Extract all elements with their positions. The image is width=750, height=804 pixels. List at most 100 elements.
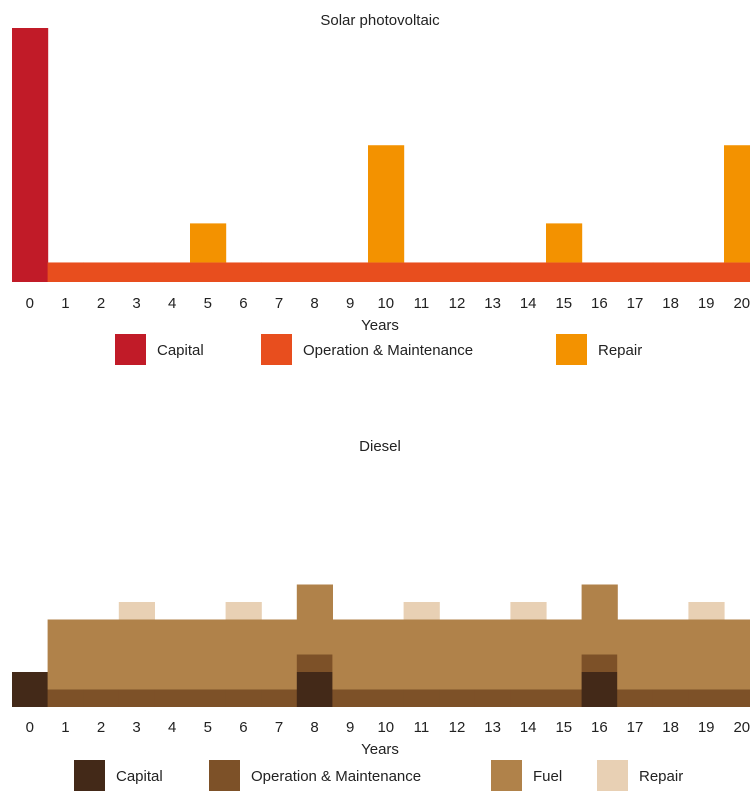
diesel-bar-year-6-repair xyxy=(225,602,262,620)
solar-legend-label-operation-maintenance: Operation & Maintenance xyxy=(303,342,473,359)
diesel-bar-year-15-fuel xyxy=(546,619,583,690)
diesel-legend-swatch-repair xyxy=(597,760,628,791)
solar-x-tick-16: 16 xyxy=(591,295,608,312)
diesel-bar-year-6-fuel xyxy=(225,619,262,690)
solar-x-tick-0: 0 xyxy=(26,295,34,312)
diesel-bar-year-19-fuel xyxy=(688,619,725,690)
diesel-x-tick-7: 7 xyxy=(275,719,283,736)
diesel-x-tick-16: 16 xyxy=(591,719,608,736)
diesel-bar-year-17-operation-maintenance xyxy=(617,689,654,707)
diesel-bar-year-3-fuel xyxy=(118,619,155,690)
diesel-bar-year-8-capital xyxy=(296,672,333,707)
diesel-bar-year-6-operation-maintenance xyxy=(225,689,262,707)
diesel-bar-year-3-repair xyxy=(118,602,155,620)
solar-x-tick-8: 8 xyxy=(310,295,318,312)
diesel-bar-year-16-operation-maintenance xyxy=(581,654,618,672)
diesel-chart-title: Diesel xyxy=(359,438,401,455)
solar-x-tick-12: 12 xyxy=(449,295,466,312)
diesel-x-tick-8: 8 xyxy=(310,719,318,736)
solar-bar-year-4-operation-maintenance xyxy=(154,262,191,282)
solar-legend-label-capital: Capital xyxy=(157,342,204,359)
solar-x-tick-5: 5 xyxy=(204,295,212,312)
solar-bar-year-8-operation-maintenance xyxy=(296,262,333,282)
solar-x-tick-3: 3 xyxy=(132,295,140,312)
diesel-bar-year-14-operation-maintenance xyxy=(510,689,547,707)
diesel-legend: Capital Operation & Maintenance Fuel Repair xyxy=(74,760,683,791)
diesel-bar-year-10-operation-maintenance xyxy=(368,689,405,707)
diesel-bar-year-13-fuel xyxy=(474,619,511,690)
diesel-bars xyxy=(12,584,750,707)
solar-chart-title: Solar photovoltaic xyxy=(320,12,440,29)
diesel-bar-year-18-operation-maintenance xyxy=(652,689,689,707)
diesel-x-tick-14: 14 xyxy=(520,719,537,736)
solar-bar-year-5-repair xyxy=(190,223,227,263)
solar-bar-year-15-operation-maintenance xyxy=(546,262,583,282)
diesel-bar-year-5-operation-maintenance xyxy=(190,689,227,707)
diesel-bar-year-1-fuel xyxy=(47,619,84,690)
solar-x-tick-7: 7 xyxy=(275,295,283,312)
diesel-bar-year-13-operation-maintenance xyxy=(474,689,511,707)
solar-bar-year-15-repair xyxy=(546,223,583,263)
solar-x-axis-label: Years xyxy=(361,317,399,334)
solar-bar-year-10-operation-maintenance xyxy=(368,262,405,282)
solar-x-tick-19: 19 xyxy=(698,295,715,312)
solar-chart: Solar photovoltaic 0 1 2 3 4 5 6 7 8 9 10 11 12 13 14 1… xyxy=(12,12,750,365)
diesel-bar-year-11-operation-maintenance xyxy=(403,689,440,707)
solar-bar-year-2-operation-maintenance xyxy=(83,262,120,282)
solar-bar-year-11-operation-maintenance xyxy=(403,262,440,282)
diesel-legend-label-fuel: Fuel xyxy=(533,768,562,785)
solar-legend: Capital Operation & Maintenance Repair xyxy=(115,334,642,365)
diesel-x-tick-19: 19 xyxy=(698,719,715,736)
solar-x-ticks: 0 1 2 3 4 5 6 7 8 9 10 11 12 13 14 15 16 17 18 19 20 xyxy=(26,295,750,312)
solar-bar-year-19-operation-maintenance xyxy=(688,262,725,282)
solar-bar-year-0-capital xyxy=(12,28,49,282)
diesel-bar-year-14-repair xyxy=(510,602,547,620)
solar-bar-year-9-operation-maintenance xyxy=(332,262,369,282)
diesel-legend-label-repair: Repair xyxy=(639,768,683,785)
solar-bar-year-20-repair xyxy=(724,145,750,263)
diesel-x-tick-17: 17 xyxy=(627,719,644,736)
diesel-bar-year-3-operation-maintenance xyxy=(118,689,155,707)
diesel-x-tick-2: 2 xyxy=(97,719,105,736)
solar-bar-year-10-repair xyxy=(368,145,405,263)
diesel-x-tick-4: 4 xyxy=(168,719,176,736)
diesel-bar-year-8-fuel xyxy=(296,584,333,655)
diesel-bar-year-5-fuel xyxy=(190,619,227,690)
diesel-bar-year-12-fuel xyxy=(439,619,476,690)
diesel-legend-swatch-operation-maintenance xyxy=(209,760,240,791)
diesel-bar-year-15-operation-maintenance xyxy=(546,689,583,707)
diesel-bar-year-2-operation-maintenance xyxy=(83,689,120,707)
solar-x-tick-1: 1 xyxy=(61,295,69,312)
diesel-legend-label-capital: Capital xyxy=(116,768,163,785)
solar-x-tick-18: 18 xyxy=(662,295,679,312)
solar-bar-year-20-operation-maintenance xyxy=(724,262,750,282)
diesel-bar-year-14-fuel xyxy=(510,619,547,690)
solar-x-tick-4: 4 xyxy=(168,295,176,312)
solar-legend-label-repair: Repair xyxy=(598,342,642,359)
diesel-bar-year-19-operation-maintenance xyxy=(688,689,725,707)
solar-bar-year-6-operation-maintenance xyxy=(225,262,262,282)
diesel-x-tick-13: 13 xyxy=(484,719,501,736)
diesel-bar-year-20-operation-maintenance xyxy=(724,689,750,707)
diesel-bar-year-16-capital xyxy=(581,672,618,707)
solar-x-tick-2: 2 xyxy=(97,295,105,312)
diesel-bar-year-4-operation-maintenance xyxy=(154,689,191,707)
diesel-legend-label-operation-maintenance: Operation & Maintenance xyxy=(251,768,421,785)
diesel-bar-year-17-fuel xyxy=(617,619,654,690)
solar-bar-year-3-operation-maintenance xyxy=(118,262,155,282)
diesel-bar-year-0-capital xyxy=(12,672,49,707)
solar-x-tick-20: 20 xyxy=(733,295,750,312)
solar-bar-year-1-operation-maintenance xyxy=(47,262,84,282)
diesel-x-tick-20: 20 xyxy=(733,719,750,736)
diesel-bar-year-7-fuel xyxy=(261,619,298,690)
solar-x-tick-14: 14 xyxy=(520,295,537,312)
diesel-bar-year-10-fuel xyxy=(368,619,405,690)
solar-bars xyxy=(12,28,750,282)
solar-x-tick-6: 6 xyxy=(239,295,247,312)
diesel-x-tick-12: 12 xyxy=(449,719,466,736)
solar-x-tick-15: 15 xyxy=(555,295,572,312)
solar-x-tick-11: 11 xyxy=(414,295,430,312)
diesel-x-tick-9: 9 xyxy=(346,719,354,736)
diesel-x-tick-18: 18 xyxy=(662,719,679,736)
